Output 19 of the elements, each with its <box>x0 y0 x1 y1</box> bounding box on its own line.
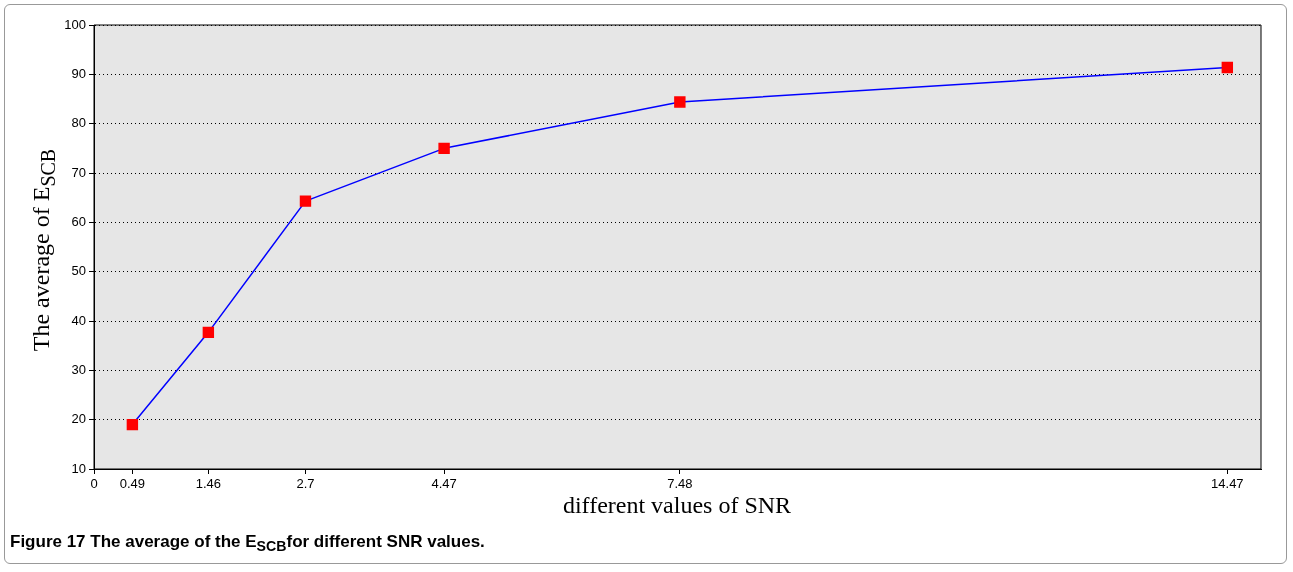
x-tick-label: 4.47 <box>431 476 457 492</box>
x-tick-label: 0.49 <box>119 476 146 492</box>
y-tick-label: 30 <box>71 361 86 377</box>
x-axis-title: different values of SNR <box>562 492 792 519</box>
x-tick-label: 0 <box>90 476 98 492</box>
x-tick-label: 7.48 <box>667 476 693 492</box>
y-tick-label: 20 <box>71 411 86 427</box>
x-tick-label: 14.47 <box>1211 476 1244 492</box>
y-tick-label: 10 <box>71 460 86 476</box>
y-tick-label: 70 <box>71 164 86 180</box>
y-tick-label: 90 <box>71 65 86 81</box>
y-tick-label: 100 <box>64 16 86 32</box>
x-tick-label: 1.46 <box>195 476 222 492</box>
y-tick-label: 60 <box>71 213 86 229</box>
caption: Figure 17 The average of the E$_{SCB}$for different SNR values. <box>10 532 485 555</box>
y-tick-label: 50 <box>71 263 86 279</box>
x-tick-label: 2.7 <box>296 476 315 492</box>
y-tick-label: 80 <box>71 115 86 131</box>
y-tick-label: 40 <box>71 312 86 328</box>
